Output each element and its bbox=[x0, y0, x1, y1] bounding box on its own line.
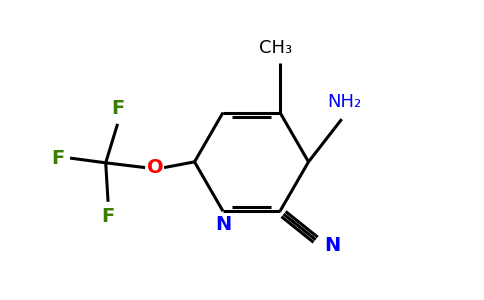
Text: N: N bbox=[215, 215, 231, 234]
Text: F: F bbox=[102, 208, 115, 226]
Text: N: N bbox=[324, 236, 340, 255]
Text: O: O bbox=[147, 158, 164, 177]
Text: NH₂: NH₂ bbox=[327, 93, 361, 111]
Text: CH₃: CH₃ bbox=[258, 39, 292, 57]
Text: F: F bbox=[51, 148, 64, 168]
Text: F: F bbox=[111, 99, 124, 118]
